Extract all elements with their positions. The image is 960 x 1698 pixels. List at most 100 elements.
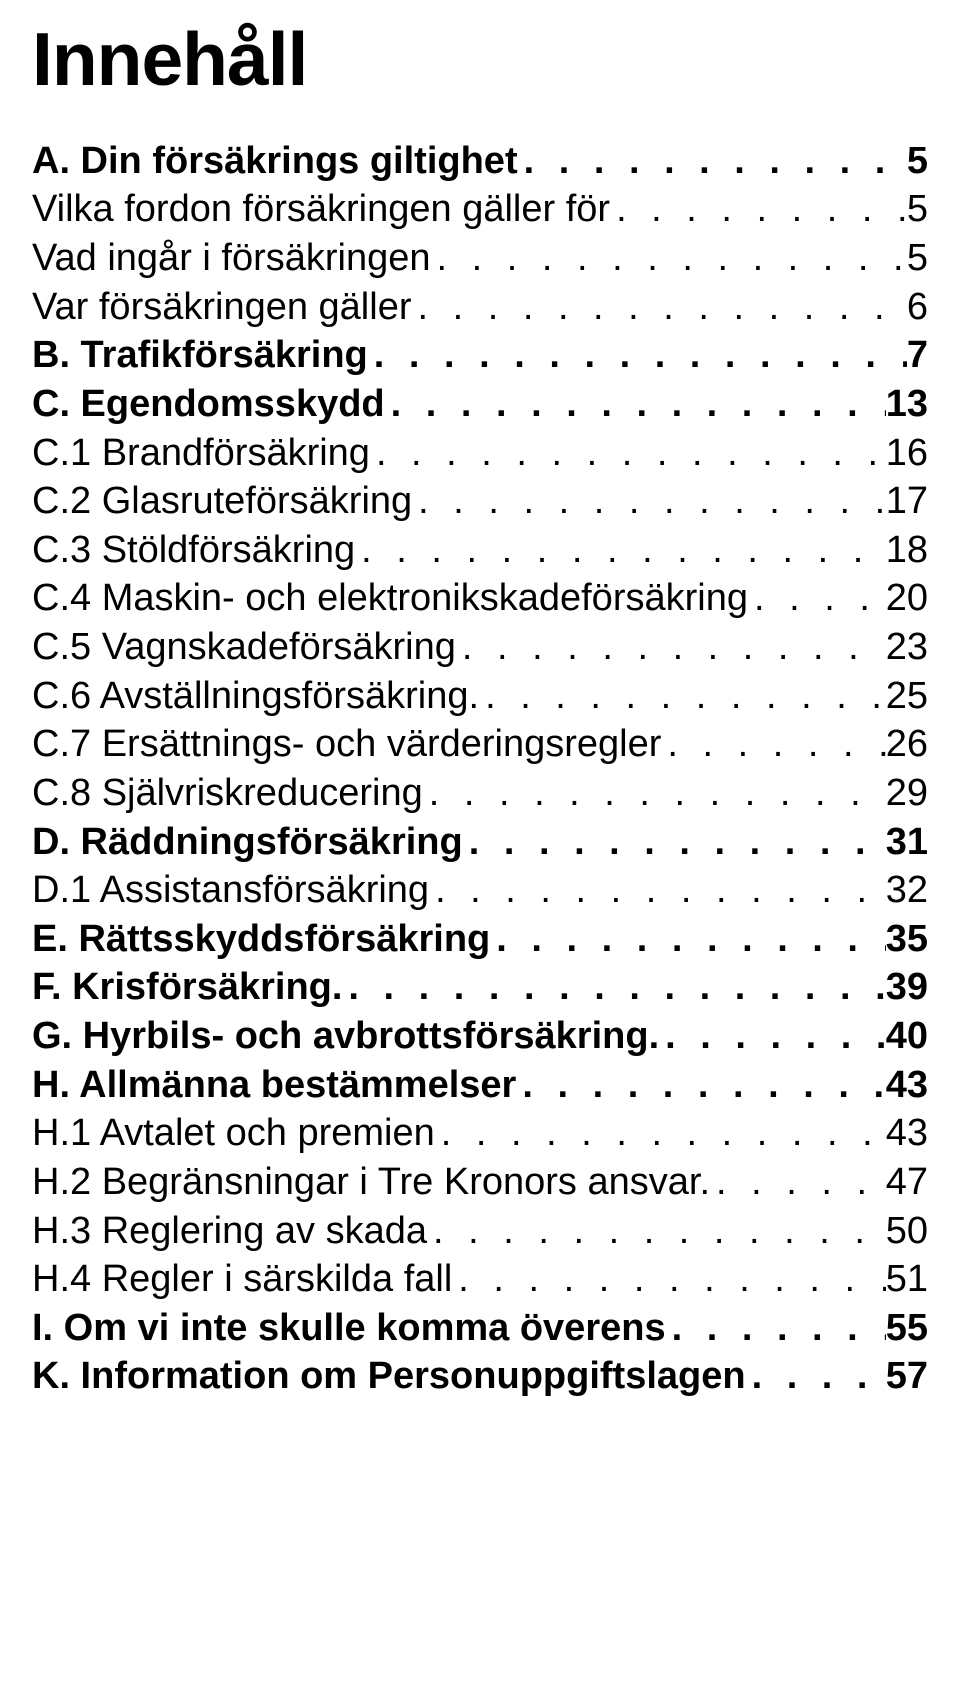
toc-entry-page: 7 [907, 331, 928, 380]
toc-leader-dots: . . . . . . . . . . . . . . . . . . . . … [370, 429, 886, 478]
toc-row: H.4 Regler i särskilda fall . . . . . . … [32, 1255, 928, 1304]
toc-entry-page: 16 [886, 429, 928, 478]
toc-leader-dots: . . . . . . . . . . . . . . . . . . . . … [666, 1304, 886, 1353]
toc-row: H.2 Begränsningar i Tre Kronors ansvar. … [32, 1158, 928, 1207]
toc-leader-dots: . . . . . . . . . . . . . . . . . . . . … [456, 623, 886, 672]
toc-row: H.3 Reglering av skada . . . . . . . . .… [32, 1207, 928, 1256]
toc-entry-page: 50 [886, 1207, 928, 1256]
toc-entry-page: 55 [886, 1304, 928, 1353]
toc-entry-page: 5 [907, 185, 928, 234]
toc-row: H.1 Avtalet och premien . . . . . . . . … [32, 1109, 928, 1158]
toc-entry-page: 23 [886, 623, 928, 672]
toc-entry-page: 17 [886, 477, 928, 526]
toc-entry-page: 5 [907, 234, 928, 283]
toc-entry-page: 6 [907, 283, 928, 332]
toc-leader-dots: . . . . . . . . . . . . . . . . . . . . … [659, 1012, 886, 1061]
toc-leader-dots: . . . . . . . . . . . . . . . . . . . . … [518, 137, 907, 186]
toc-entry-label: Vad ingår i försäkringen [32, 234, 431, 283]
toc-entry-label: E. Rättsskyddsförsäkring [32, 915, 490, 964]
toc-entry-label: G. Hyrbils- och avbrottsförsäkring. [32, 1012, 659, 1061]
toc-leader-dots: . . . . . . . . . . . . . . . . . . . . … [516, 1061, 885, 1110]
toc-leader-dots: . . . . . . . . . . . . . . . . . . . . … [610, 185, 907, 234]
toc-leader-dots: . . . . . . . . . . . . . . . . . . . . … [429, 866, 886, 915]
toc-entry-page: 57 [886, 1352, 928, 1401]
toc-row: C.4 Maskin- och elektronikskadeförsäkrin… [32, 574, 928, 623]
toc-row: C.6 Avställningsförsäkring. . . . . . . … [32, 672, 928, 721]
toc-entry-label: H.4 Regler i särskilda fall [32, 1255, 452, 1304]
toc-entry-label: C.4 Maskin- och elektronikskadeförsäkrin… [32, 574, 748, 623]
toc-entry-label: H.2 Begränsningar i Tre Kronors ansvar. [32, 1158, 710, 1207]
toc-entry-page: 51 [886, 1255, 928, 1304]
toc-row: F. Krisförsäkring. . . . . . . . . . . .… [32, 963, 928, 1012]
toc-row: C.3 Stöldförsäkring . . . . . . . . . . … [32, 526, 928, 575]
toc-leader-dots: . . . . . . . . . . . . . . . . . . . . … [355, 526, 886, 575]
toc-row: G. Hyrbils- och avbrottsförsäkring. . . … [32, 1012, 928, 1061]
toc-leader-dots: . . . . . . . . . . . . . . . . . . . . … [479, 672, 886, 721]
toc-leader-dots: . . . . . . . . . . . . . . . . . . . . … [710, 1158, 886, 1207]
toc-entry-page: 40 [886, 1012, 928, 1061]
toc-entry-label: H.3 Reglering av skada [32, 1207, 427, 1256]
page-title: Innehåll [32, 20, 928, 99]
toc-entry-label: C.7 Ersättnings- och värderingsregler [32, 720, 661, 769]
toc-leader-dots: . . . . . . . . . . . . . . . . . . . . … [435, 1109, 886, 1158]
toc-leader-dots: . . . . . . . . . . . . . . . . . . . . … [368, 331, 907, 380]
toc-entry-label: I. Om vi inte skulle komma överens [32, 1304, 666, 1353]
toc-entry-page: 47 [886, 1158, 928, 1207]
toc-entry-label: A. Din försäkrings giltighet [32, 137, 518, 186]
toc-entry-label: D. Räddningsförsäkring [32, 818, 463, 867]
toc-entry-label: C.5 Vagnskadeförsäkring [32, 623, 456, 672]
toc-entry-label: F. Krisförsäkring. [32, 963, 342, 1012]
toc-entry-label: Vilka fordon försäkringen gäller för [32, 185, 610, 234]
toc-leader-dots: . . . . . . . . . . . . . . . . . . . . … [427, 1207, 886, 1256]
toc-entry-page: 25 [886, 672, 928, 721]
toc-row: C.1 Brandförsäkring . . . . . . . . . . … [32, 429, 928, 478]
toc-row: E. Rättsskyddsförsäkring . . . . . . . .… [32, 915, 928, 964]
toc-leader-dots: . . . . . . . . . . . . . . . . . . . . … [431, 234, 907, 283]
toc-leader-dots: . . . . . . . . . . . . . . . . . . . . … [423, 769, 886, 818]
toc-row: H. Allmänna bestämmelser . . . . . . . .… [32, 1061, 928, 1110]
toc-entry-label: K. Information om Personuppgiftslagen [32, 1352, 746, 1401]
toc-row: C.2 Glasruteförsäkring . . . . . . . . .… [32, 477, 928, 526]
toc-entry-label: B. Trafikförsäkring [32, 331, 368, 380]
toc-entry-label: C.1 Brandförsäkring [32, 429, 370, 478]
toc-leader-dots: . . . . . . . . . . . . . . . . . . . . … [661, 720, 885, 769]
toc-entry-label: Var försäkringen gäller [32, 283, 411, 332]
toc-entry-page: 43 [886, 1061, 928, 1110]
toc-leader-dots: . . . . . . . . . . . . . . . . . . . . … [385, 380, 886, 429]
toc-entry-label: C.6 Avställningsförsäkring. [32, 672, 479, 721]
toc-entry-page: 31 [886, 818, 928, 867]
toc-leader-dots: . . . . . . . . . . . . . . . . . . . . … [412, 477, 886, 526]
toc-entry-label: H.1 Avtalet och premien [32, 1109, 435, 1158]
toc-entry-page: 18 [886, 526, 928, 575]
toc-row: C.7 Ersättnings- och värderingsregler . … [32, 720, 928, 769]
toc-entry-label: C.8 Självriskreducering [32, 769, 423, 818]
toc-entry-page: 29 [886, 769, 928, 818]
toc-leader-dots: . . . . . . . . . . . . . . . . . . . . … [490, 915, 885, 964]
toc-row: Var försäkringen gäller . . . . . . . . … [32, 283, 928, 332]
toc-entry-label: C. Egendomsskydd [32, 380, 385, 429]
toc-entry-label: D.1 Assistansförsäkring [32, 866, 429, 915]
toc-entry-page: 5 [907, 137, 928, 186]
toc-leader-dots: . . . . . . . . . . . . . . . . . . . . … [746, 1352, 886, 1401]
toc-entry-label: H. Allmänna bestämmelser [32, 1061, 516, 1110]
toc-entry-page: 39 [886, 963, 928, 1012]
toc-entry-page: 26 [886, 720, 928, 769]
toc-row: C.5 Vagnskadeförsäkring . . . . . . . . … [32, 623, 928, 672]
toc-row: A. Din försäkrings giltighet . . . . . .… [32, 137, 928, 186]
toc-row: Vad ingår i försäkringen . . . . . . . .… [32, 234, 928, 283]
toc-entry-page: 43 [886, 1109, 928, 1158]
toc-row: D. Räddningsförsäkring . . . . . . . . .… [32, 818, 928, 867]
toc-leader-dots: . . . . . . . . . . . . . . . . . . . . … [463, 818, 886, 867]
toc-row: D.1 Assistansförsäkring . . . . . . . . … [32, 866, 928, 915]
toc-entry-page: 20 [886, 574, 928, 623]
toc-entry-page: 35 [886, 915, 928, 964]
toc-leader-dots: . . . . . . . . . . . . . . . . . . . . … [748, 574, 886, 623]
toc-list: A. Din försäkrings giltighet . . . . . .… [32, 137, 928, 1401]
toc-row: K. Information om Personuppgiftslagen . … [32, 1352, 928, 1401]
toc-row: C. Egendomsskydd . . . . . . . . . . . .… [32, 380, 928, 429]
toc-row: I. Om vi inte skulle komma överens . . .… [32, 1304, 928, 1353]
toc-leader-dots: . . . . . . . . . . . . . . . . . . . . … [342, 963, 885, 1012]
toc-entry-page: 32 [886, 866, 928, 915]
toc-page: Innehåll A. Din försäkrings giltighet . … [0, 0, 960, 1441]
toc-row: Vilka fordon försäkringen gäller för . .… [32, 185, 928, 234]
